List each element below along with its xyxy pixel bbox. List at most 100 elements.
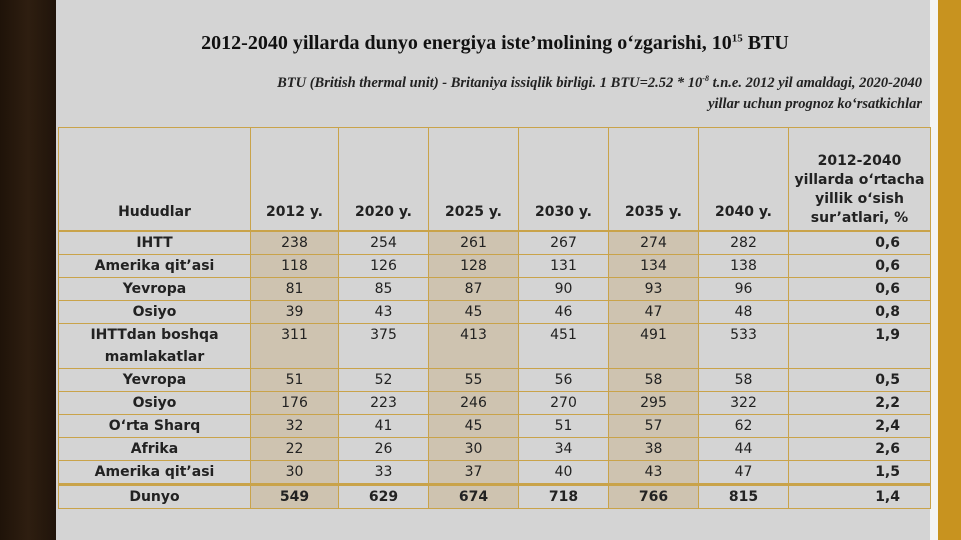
cell: 1,5 — [788, 460, 931, 485]
cell: 491 — [608, 323, 699, 369]
cell: 37 — [428, 460, 519, 485]
cell: 2,2 — [788, 391, 931, 415]
cell: 39 — [250, 300, 339, 324]
row-label: IHTT — [58, 230, 251, 255]
cell: 41 — [338, 414, 429, 438]
cell: 451 — [518, 323, 609, 369]
row-label: O‘rta Sharq — [58, 414, 251, 438]
row-label: Osiyo — [58, 391, 251, 415]
cell: 96 — [698, 277, 789, 301]
cell: 0,5 — [788, 368, 931, 392]
cell: 270 — [518, 391, 609, 415]
subtitle: BTU (British thermal unit) - Britaniya i… — [250, 68, 922, 115]
title-unit: BTU — [747, 32, 789, 54]
row-label: Dunyo — [58, 483, 251, 509]
cell: 282 — [698, 230, 789, 255]
table-row: Dunyo 549 629 674 718 766 815 1,4 — [58, 483, 931, 509]
cell: 176 — [250, 391, 339, 415]
row-label: Afrika — [58, 437, 251, 461]
row-label: Yevropa — [58, 368, 251, 392]
row-label: Amerika qit’asi — [58, 254, 251, 278]
cell: 2,4 — [788, 414, 931, 438]
cell: 30 — [428, 437, 519, 461]
header-cell: 2030 y. — [518, 127, 609, 232]
cell: 32 — [250, 414, 339, 438]
cell: 43 — [608, 460, 699, 485]
cell: 56 — [518, 368, 609, 392]
cell: 51 — [250, 368, 339, 392]
cell: 238 — [250, 230, 339, 255]
cell: 413 — [428, 323, 519, 369]
cell: 45 — [428, 300, 519, 324]
row-label: Osiyo — [58, 300, 251, 324]
cell: 85 — [338, 277, 429, 301]
cell: 322 — [698, 391, 789, 415]
cell: 58 — [698, 368, 789, 392]
cell: 126 — [338, 254, 429, 278]
title-text: 2012-2040 yillarda dunyo energiya iste’m… — [201, 32, 732, 54]
cell: 52 — [338, 368, 429, 392]
cell: 131 — [518, 254, 609, 278]
cell: 815 — [698, 483, 789, 509]
cell: 0,6 — [788, 254, 931, 278]
cell: 51 — [518, 414, 609, 438]
subtitle-text: t.n.e. 2012 yil amaldagi, 2020-2040 yill… — [708, 74, 922, 112]
cell: 46 — [518, 300, 609, 324]
cell: 90 — [518, 277, 609, 301]
header-cell: Hududlar — [58, 127, 251, 232]
left-band — [0, 0, 56, 540]
cell: 375 — [338, 323, 429, 369]
cell: 134 — [608, 254, 699, 278]
header-cell: 2012 y. — [250, 127, 339, 232]
table-row: Amerika qit’asi 30 33 37 40 43 47 1,5 — [58, 460, 931, 485]
cell: 629 — [338, 483, 429, 509]
title: 2012-2040 yillarda dunyo energiya iste’m… — [60, 32, 930, 55]
cell: 62 — [698, 414, 789, 438]
cell: 2,6 — [788, 437, 931, 461]
cell: 45 — [428, 414, 519, 438]
row-label: Amerika qit’asi — [58, 460, 251, 485]
cell: 22 — [250, 437, 339, 461]
header-cell: 2012-2040 yillarda o‘rtacha yillik o‘sis… — [788, 127, 931, 232]
cell: 0,6 — [788, 277, 931, 301]
table-row: Yevropa 51 52 55 56 58 58 0,5 — [58, 368, 931, 392]
cell: 26 — [338, 437, 429, 461]
header-cell: 2040 y. — [698, 127, 789, 232]
cell: 34 — [518, 437, 609, 461]
table-row: IHTT 238 254 261 267 274 282 0,6 — [58, 230, 931, 255]
cell: 30 — [250, 460, 339, 485]
cell: 47 — [608, 300, 699, 324]
cell: 128 — [428, 254, 519, 278]
cell: 261 — [428, 230, 519, 255]
cell: 55 — [428, 368, 519, 392]
cell: 87 — [428, 277, 519, 301]
cell: 38 — [608, 437, 699, 461]
cell: 274 — [608, 230, 699, 255]
table: Hududlar 2012 y. 2020 y. 2025 y. 2030 y. 2035… — [58, 127, 931, 509]
cell: 766 — [608, 483, 699, 509]
cell: 246 — [428, 391, 519, 415]
table-row: Amerika qit’asi 118 126 128 131 134 138 0,6 — [58, 254, 931, 278]
table-row: O‘rta Sharq 32 41 45 51 57 62 2,4 — [58, 414, 931, 438]
subtitle-exponent: -8 — [702, 74, 709, 83]
cell: 33 — [338, 460, 429, 485]
cell: 58 — [608, 368, 699, 392]
row-label: Yevropa — [58, 277, 251, 301]
cell: 48 — [698, 300, 789, 324]
cell: 223 — [338, 391, 429, 415]
cell: 0,6 — [788, 230, 931, 255]
title-exponent: 15 — [731, 32, 743, 45]
table-row: Yevropa 81 85 87 90 93 96 0,6 — [58, 277, 931, 301]
header-cell: 2020 y. — [338, 127, 429, 232]
table-row: Osiyo 176 223 246 270 295 322 2,2 — [58, 391, 931, 415]
table-row: Afrika 22 26 30 34 38 44 2,6 — [58, 437, 931, 461]
cell: 254 — [338, 230, 429, 255]
cell: 549 — [250, 483, 339, 509]
cell: 295 — [608, 391, 699, 415]
cell: 47 — [698, 460, 789, 485]
cell: 1,4 — [788, 483, 931, 509]
cell: 40 — [518, 460, 609, 485]
header-row: Hududlar 2012 y. 2020 y. 2025 y. 2030 y. 2035… — [58, 127, 931, 232]
cell: 81 — [250, 277, 339, 301]
